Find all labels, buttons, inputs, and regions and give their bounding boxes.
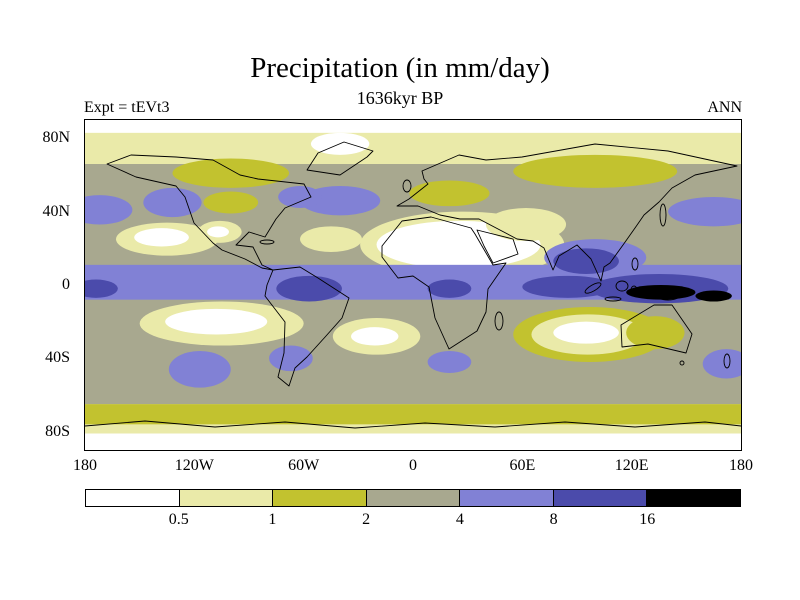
new-guinea-island [656,291,680,301]
colorbar-boundary-label: 8 [549,511,558,528]
coastline-eurasia [396,143,738,282]
lat-tick-label: 80S [45,422,70,440]
colorbar-cell-3 [365,489,461,507]
lat-tick-label: 40S [45,349,70,367]
coastlines [85,141,741,429]
colorbar-cell-4 [459,489,554,507]
precip-sepac-dry-core [165,308,268,335]
world-map-svg [85,120,741,450]
map-frame [84,119,742,451]
lon-tick-label: 180 [729,457,753,474]
precip-wpac-extreme [695,290,732,302]
new-zealand-islands [723,353,731,369]
precip-satl-dry-core [351,327,399,346]
precip-npac-west-stormtrack-wrap [85,195,133,225]
colorbar-cell-0 [85,489,180,507]
experiment-label: Expt = tEVt3 [84,99,170,116]
lon-axis: 180 120W 60W 0 60E 120E 180 [73,457,753,477]
cuba-island [259,239,275,245]
lon-tick-label: 180 [73,457,97,474]
philippines-islands [631,257,639,271]
colorbar-boundary-label: 16 [639,511,656,528]
lat-tick-label: 0 [62,276,70,293]
coastline-africa [381,216,507,350]
precip-natl-coast-stormtrack [278,186,322,208]
precip-swus-dry-core [207,226,229,238]
colorbar-labels: 0.5 1 2 4 8 16 [85,511,741,531]
precip-antarctic-interior [85,433,741,450]
borneo-island [615,280,629,292]
lat-tick-label: 40N [42,202,70,220]
precip-arctic-cap [85,120,741,133]
precip-plains-olive [203,191,259,214]
precip-europe-olive [409,180,490,207]
colorbar-cell-5 [552,489,648,507]
colorbar-boundary-label: 0.5 [168,511,189,528]
plot-title: Precipitation (in mm/day) [250,52,550,84]
lon-tick-label: 60E [509,457,536,474]
precip-sindian-dry-core [553,321,619,344]
lon-tick-label: 120W [174,457,214,474]
japan-islands [659,203,667,227]
precip-npac-west-stormtrack [668,197,741,227]
coastline-australia [620,304,693,354]
precip-natl-subtropic-dry [300,226,362,252]
precip-npac-east-stormtrack [143,187,202,218]
colorbar-swatches [85,489,742,507]
colorbar-boundary-label: 4 [455,511,464,528]
lat-axis: 80N 40N 0 40S 80S [0,120,76,450]
lat-tick-label: 80N [42,129,70,147]
madagascar-island [494,311,504,331]
sulawesi-island [630,285,638,295]
colorbar-cell-2 [272,489,367,507]
java-island [604,296,622,302]
precip-subpolar-south-olive-band [85,404,741,425]
lon-tick-label: 120E [614,457,649,474]
lon-tick-label: 0 [409,457,417,474]
precip-maritime-extreme [626,285,696,300]
uk-island [402,179,412,193]
precip-monsoon-asia [553,248,619,274]
precip-seamerica-wet [269,345,313,372]
coastline-arabia [476,229,519,264]
colorbar-boundary-label: 2 [362,511,371,528]
precip-sepac-stormtrack [168,351,231,388]
precip-amazon-wet [276,275,342,302]
season-label: ANN [707,99,742,116]
precip-canada-olive [172,158,290,188]
precip-safrica-stormtrack [427,351,472,373]
coastline-antarctica [85,420,741,429]
lon-tick-label: 60W [288,457,320,474]
coastline-greenland [306,141,374,176]
colorbar-boundary-label: 1 [268,511,277,528]
precip-nepac-dry-core [134,228,189,247]
coastline-north-america [106,154,312,271]
precip-congo-wet [427,279,472,298]
precip-field [85,120,741,450]
sumatra-island [584,282,602,294]
precip-centralasia-dry [485,208,567,241]
colorbar-cell-1 [178,489,274,507]
precip-pac-west-edge-wet [85,279,118,298]
tasmania-island [679,360,685,366]
coastline-south-america [264,266,350,387]
colorbar-cell-6 [646,489,742,507]
precip-australia-olive [626,316,685,350]
precip-siberia-olive [513,154,678,188]
plot-subtitle: 1636kyr BP [356,88,444,108]
precip-nz-stormtrack [702,349,741,379]
